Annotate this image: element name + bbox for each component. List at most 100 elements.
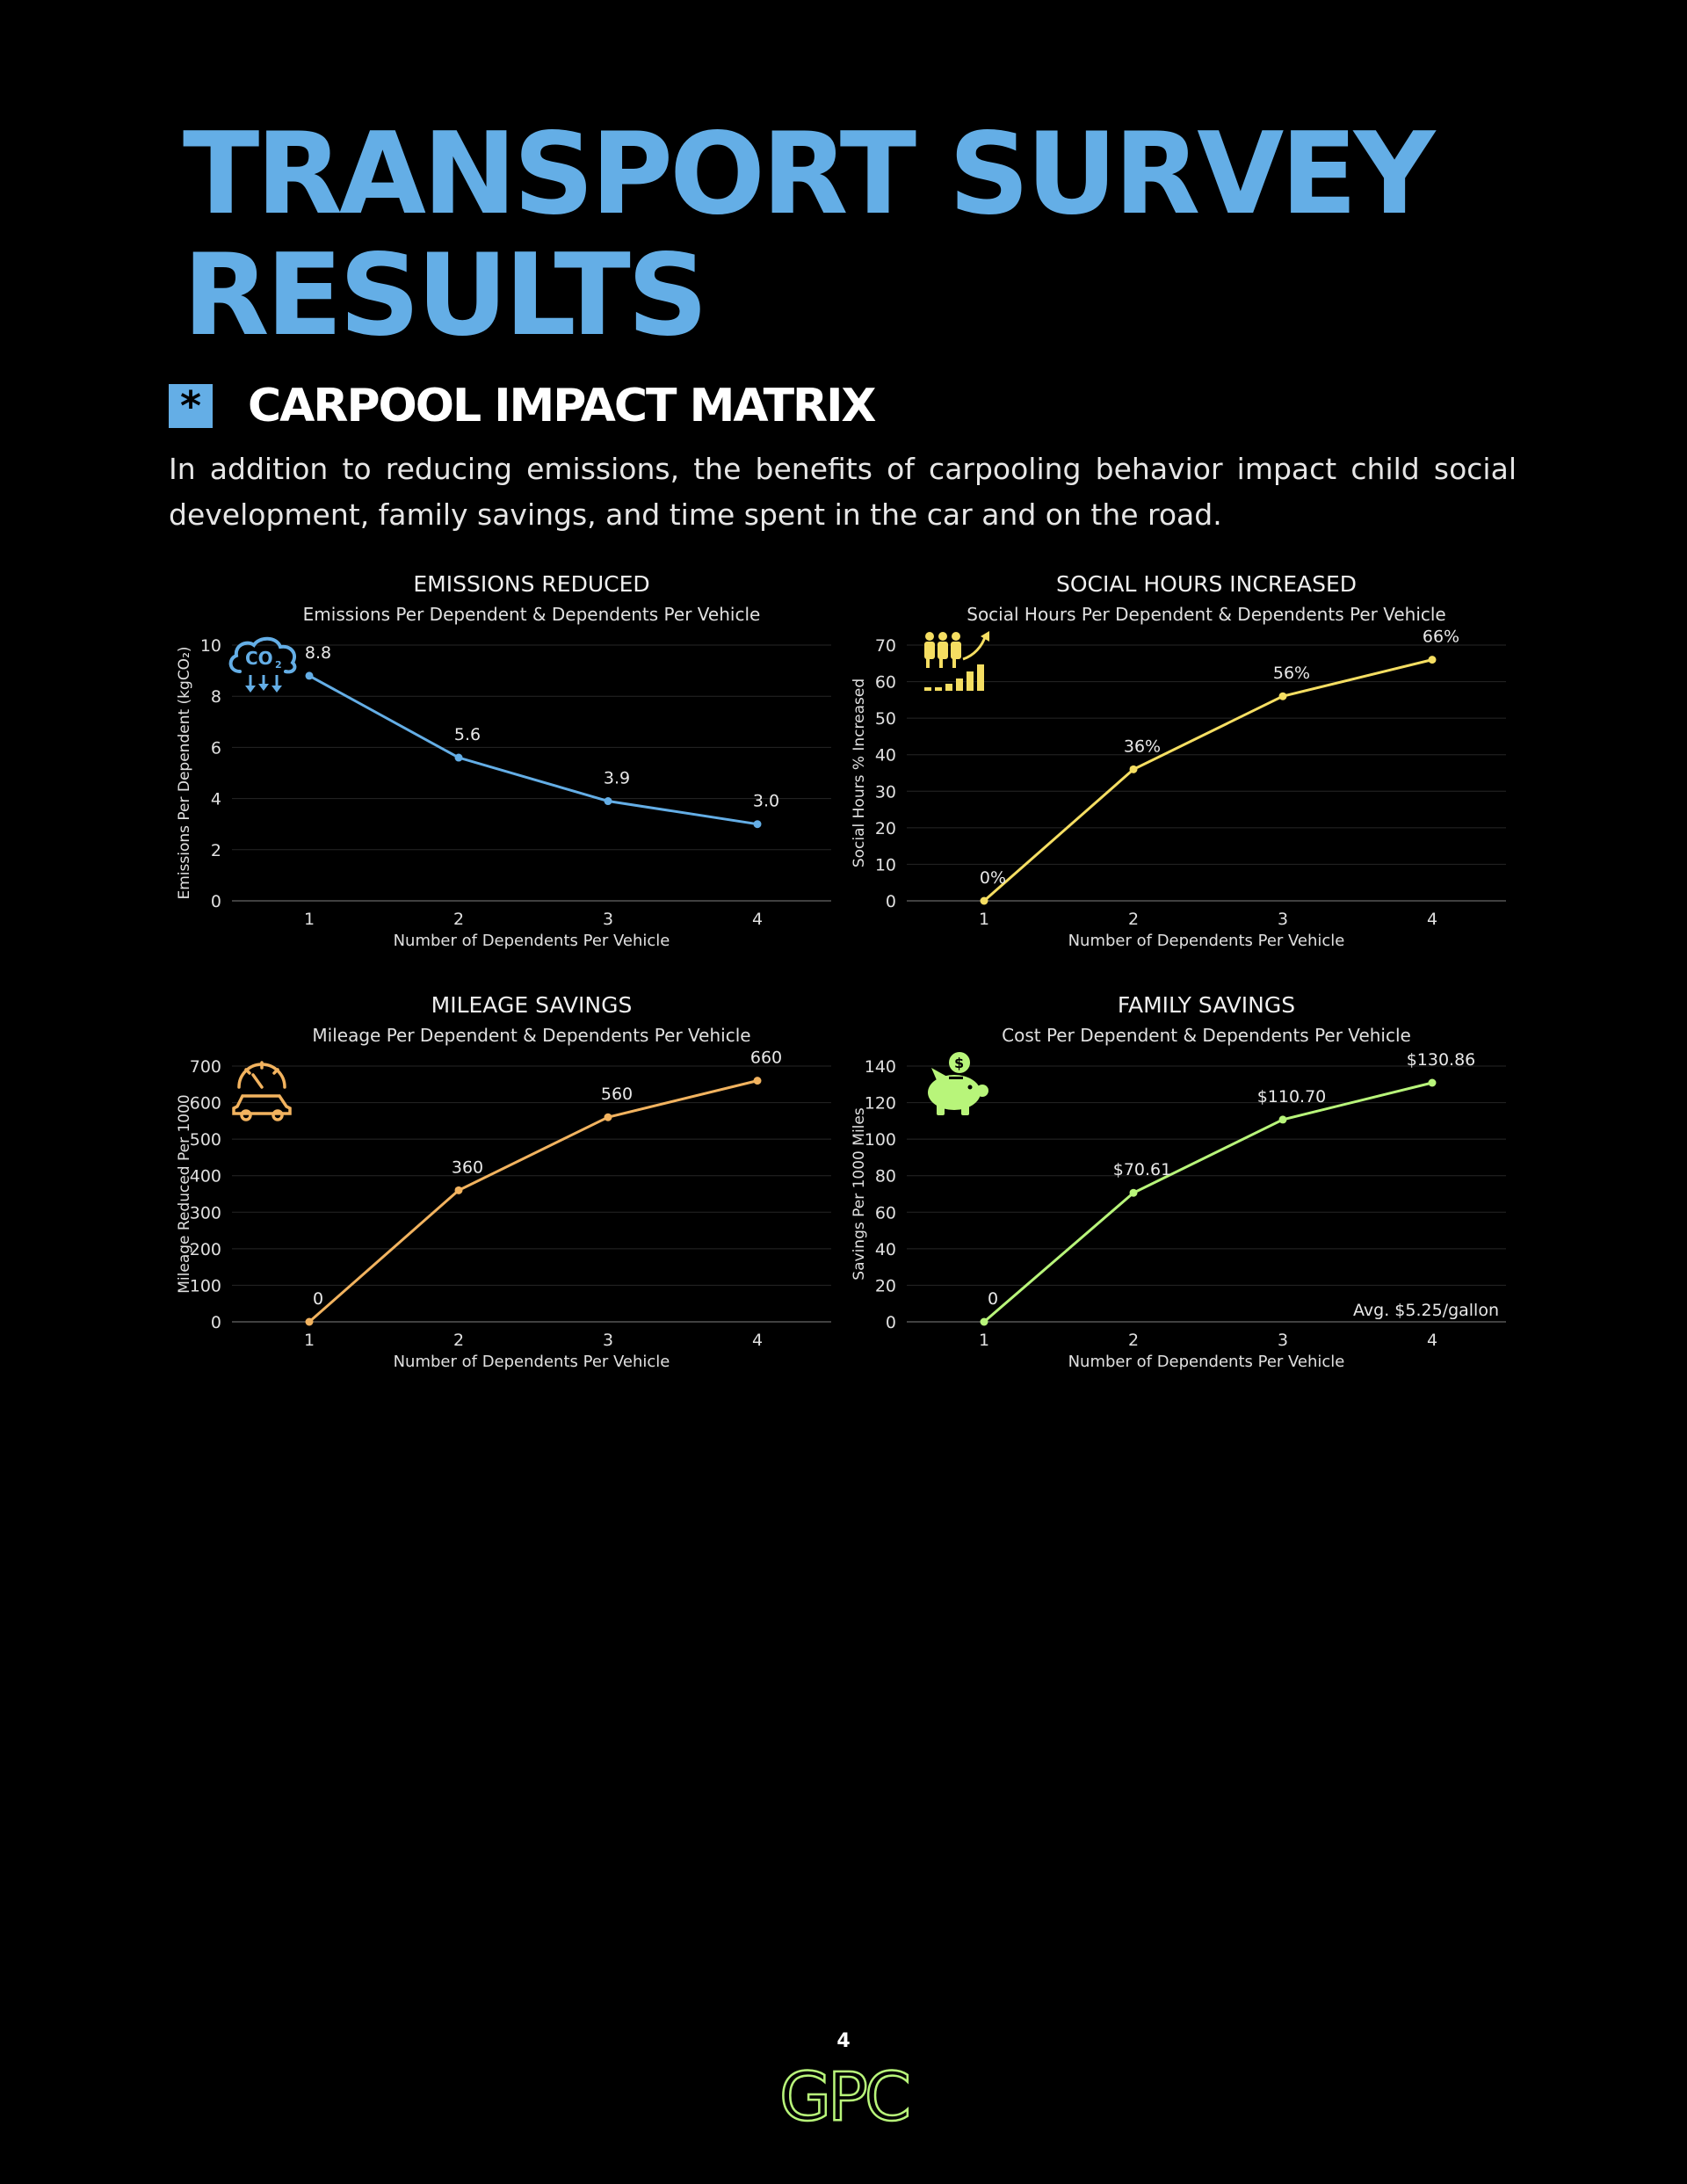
- family-savings-chart-svg: FAMILY SAVINGS Cost Per Dependent & Depen…: [851, 992, 1506, 1371]
- y-axis-label: Mileage Reduced Per 1000: [176, 1094, 193, 1293]
- x-tick-label: 3: [1278, 1331, 1288, 1350]
- y-axis-label: Social Hours % Increased: [851, 678, 868, 867]
- y-tick-label: 80: [875, 1167, 896, 1186]
- section-header: * CARPOOL IMPACT MATRIX: [169, 380, 877, 432]
- data-label: 3.9: [604, 769, 630, 788]
- y-tick-label: 6: [211, 738, 221, 758]
- x-tick-label: 3: [603, 910, 613, 929]
- x-tick-label: 2: [1128, 1331, 1139, 1350]
- svg-text:CO: CO: [245, 648, 273, 669]
- data-label: $130.86: [1407, 1050, 1476, 1070]
- y-tick-label: 10: [875, 855, 896, 874]
- y-tick-label: 300: [190, 1203, 221, 1223]
- y-tick-label: 400: [190, 1167, 221, 1186]
- page-number: 4: [836, 2030, 851, 2052]
- x-axis-label: Number of Dependents Per Vehicle: [1068, 1353, 1345, 1371]
- chart-subtitle: Emissions Per Dependent & Dependents Per…: [303, 604, 761, 625]
- data-label: 36%: [1124, 736, 1161, 756]
- y-axis-label: Emissions Per Dependent (kgCO₂): [176, 646, 193, 899]
- x-tick-label: 1: [304, 910, 315, 929]
- y-axis-label: Savings Per 1000 Miles: [851, 1107, 868, 1281]
- y-tick-label: 200: [190, 1240, 221, 1259]
- co2-cloud-icon: CO 2: [228, 636, 297, 693]
- data-point: [980, 1317, 988, 1326]
- people-growth-icon: [924, 631, 989, 691]
- chart-title: SOCIAL HOURS INCREASED: [1056, 571, 1357, 597]
- piggy-bank-icon: $: [928, 1052, 988, 1115]
- y-tick-label: 40: [875, 1240, 896, 1259]
- data-point: [753, 1077, 762, 1085]
- y-tick-label: 700: [190, 1057, 221, 1077]
- y-tick-label: 40: [875, 746, 896, 765]
- x-axis-label: Number of Dependents Per Vehicle: [394, 932, 670, 950]
- series-line: [308, 674, 758, 826]
- data-point: [305, 1317, 314, 1326]
- y-tick-label: 600: [190, 1094, 221, 1114]
- y-tick-label: 100: [190, 1276, 221, 1295]
- y-tick-label: 10: [200, 636, 221, 656]
- data-label: 0%: [980, 868, 1006, 888]
- intro-paragraph: In addition to reducing emissions, the b…: [169, 452, 1517, 532]
- section-title: CARPOOL IMPACT MATRIX: [248, 380, 877, 432]
- asterisk-icon: *: [169, 384, 213, 428]
- series-line: [983, 1081, 1433, 1324]
- y-tick-label: 140: [865, 1057, 896, 1077]
- x-tick-label: 2: [453, 910, 464, 929]
- chart-subtitle: Mileage Per Dependent & Dependents Per V…: [312, 1025, 750, 1046]
- y-tick-label: 4: [211, 790, 221, 809]
- x-tick-label: 3: [1278, 910, 1288, 929]
- y-tick-label: 30: [875, 782, 896, 802]
- emissions-chart: EMISSIONS REDUCED Emissions Per Dependent…: [158, 562, 852, 976]
- y-tick-label: 20: [875, 819, 896, 838]
- series-line: [308, 1079, 758, 1324]
- data-point: [1129, 765, 1138, 773]
- svg-text:2: 2: [275, 659, 282, 671]
- x-tick-label: 1: [304, 1331, 315, 1350]
- data-label: 5.6: [454, 725, 481, 744]
- x-tick-label: 4: [1427, 910, 1437, 929]
- social-hours-chart-svg: SOCIAL HOURS INCREASED Social Hours Per D…: [851, 571, 1506, 950]
- y-tick-label: 8: [211, 687, 221, 707]
- x-tick-label: 2: [453, 1331, 464, 1350]
- data-label: 3.0: [753, 792, 779, 811]
- x-axis-label: Number of Dependents Per Vehicle: [1068, 932, 1345, 950]
- data-point: [980, 896, 988, 905]
- data-point: [1278, 1115, 1287, 1124]
- x-axis-label: Number of Dependents Per Vehicle: [394, 1353, 670, 1371]
- data-label: 0: [313, 1289, 323, 1309]
- data-point: [454, 1186, 463, 1194]
- car-speedometer-icon: [232, 1061, 292, 1121]
- chart-annotation: Avg. $5.25/gallon: [1353, 1301, 1499, 1320]
- data-point: [604, 797, 612, 806]
- y-tick-label: 2: [211, 841, 221, 860]
- chart-title: FAMILY SAVINGS: [1118, 992, 1295, 1018]
- chart-title: EMISSIONS REDUCED: [413, 571, 649, 597]
- data-point: [454, 753, 463, 762]
- y-tick-label: 0: [886, 892, 896, 911]
- chart-subtitle: Social Hours Per Dependent & Dependents …: [967, 604, 1445, 625]
- data-point: [604, 1113, 612, 1121]
- series-line: [983, 658, 1433, 903]
- y-tick-label: 60: [875, 1203, 896, 1223]
- x-tick-label: 2: [1128, 910, 1139, 929]
- y-tick-label: 0: [211, 892, 221, 911]
- y-tick-label: 100: [865, 1130, 896, 1150]
- data-label: 56%: [1273, 664, 1310, 683]
- data-label: 360: [452, 1157, 483, 1177]
- data-point: [1129, 1188, 1138, 1197]
- y-tick-label: 120: [865, 1094, 896, 1114]
- data-label: 66%: [1423, 628, 1459, 647]
- data-point: [753, 820, 762, 829]
- family-savings-chart: FAMILY SAVINGS Cost Per Dependent & Depen…: [833, 983, 1527, 1397]
- x-tick-label: 4: [752, 1331, 763, 1350]
- data-point: [1278, 692, 1287, 700]
- gpc-logo: GPC: [778, 2057, 912, 2134]
- page-title: TRANSPORT SURVEY RESULTS: [183, 109, 1435, 361]
- mileage-chart: MILEAGE SAVINGS Mileage Per Dependent & D…: [158, 983, 852, 1397]
- data-label: 660: [750, 1048, 782, 1068]
- data-label: $70.61: [1113, 1160, 1171, 1179]
- svg-text:$: $: [954, 1055, 964, 1071]
- data-point: [1428, 1078, 1437, 1087]
- x-tick-label: 4: [1427, 1331, 1437, 1350]
- y-tick-label: 500: [190, 1130, 221, 1150]
